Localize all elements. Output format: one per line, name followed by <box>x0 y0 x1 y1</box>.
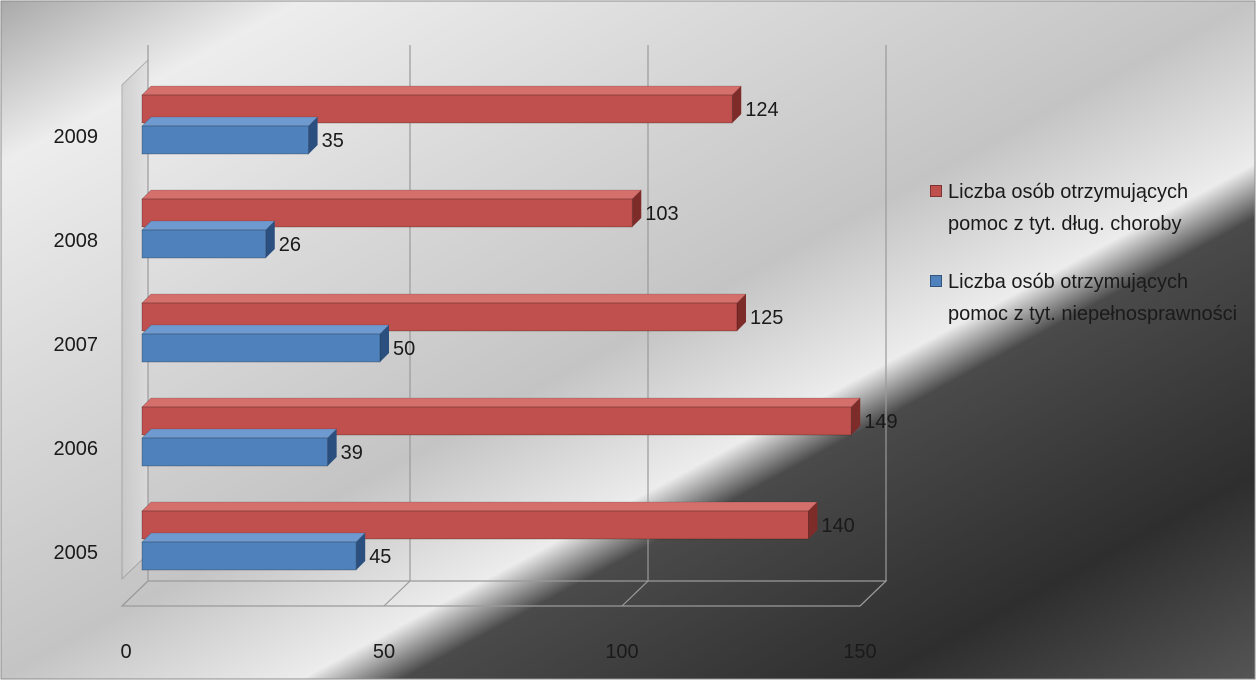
data-label: 35 <box>322 130 344 152</box>
bar-side-face <box>732 86 742 123</box>
bar-top-face <box>141 85 742 96</box>
data-label: 124 <box>745 99 778 121</box>
bar-side-face <box>851 398 861 435</box>
bar-side-face <box>327 429 337 466</box>
bar-top-face <box>141 189 643 200</box>
bar-side-face <box>356 533 366 570</box>
legend-label-niepelnosprawnosci: Liczba osób otrzymujących pomoc z tyt. n… <box>948 271 1238 325</box>
bar-top-face <box>141 428 338 439</box>
bar-top-face <box>141 293 747 304</box>
bar-niepelnosprawnosci <box>141 541 357 571</box>
bar-top-face <box>141 116 319 127</box>
bar-top-face <box>141 220 276 231</box>
data-label: 103 <box>645 203 678 225</box>
data-label: 125 <box>750 307 783 329</box>
data-label: 39 <box>341 442 363 464</box>
bar-side-face <box>632 190 642 227</box>
legend-swatch-red <box>930 185 942 197</box>
x-tick-label: 100 <box>605 641 638 663</box>
legend-label-dlug-choroby: Liczba osób otrzymujących pomoc z tyt. d… <box>948 181 1189 235</box>
chart-legend: Liczba osób otrzymujących pomoc z tyt. d… <box>930 176 1250 356</box>
legend-entry-niepelnosprawnosci: Liczba osób otrzymujących pomoc z tyt. n… <box>930 266 1250 330</box>
gridline-floor <box>121 580 149 607</box>
data-label: 45 <box>369 546 391 568</box>
y-tick-label: 2009 <box>54 126 99 148</box>
bar-top-face <box>141 324 390 335</box>
legend-swatch-blue <box>930 275 942 287</box>
bar-side-face <box>308 117 318 154</box>
y-tick-label: 2006 <box>54 438 99 460</box>
bar-top-face <box>141 501 819 512</box>
data-label: 26 <box>279 234 301 256</box>
bar-top-face <box>141 532 366 543</box>
y-tick-label: 2005 <box>54 542 99 564</box>
bar-side-face <box>265 221 275 258</box>
data-label: 140 <box>821 515 854 537</box>
bar-niepelnosprawnosci <box>141 333 381 363</box>
gridline-floor <box>383 580 411 607</box>
plot-area: 0 50 100 150 2005 140 45 2006 149 39 2007 125 50 2008… <box>54 45 898 663</box>
legend-entry-dlug-choroby: Liczba osób otrzymujących pomoc z tyt. d… <box>930 176 1250 240</box>
x-tick-label: 150 <box>843 641 876 663</box>
bar-niepelnosprawnosci <box>141 125 310 155</box>
bar-niepelnosprawnosci <box>141 437 329 467</box>
bar-niepelnosprawnosci <box>141 229 267 259</box>
data-label: 50 <box>393 338 415 360</box>
x-tick-label: 0 <box>120 641 131 663</box>
gridline-floor <box>621 580 649 607</box>
bar-side-face <box>808 502 818 539</box>
y-tick-label: 2007 <box>54 334 99 356</box>
data-label: 149 <box>864 411 897 433</box>
bar-side-face <box>737 294 746 331</box>
y-tick-label: 2008 <box>54 230 99 252</box>
bar-top-face <box>141 397 861 408</box>
x-tick-label: 50 <box>373 641 395 663</box>
bar-side-face <box>380 325 389 362</box>
gridline-floor <box>859 580 887 607</box>
